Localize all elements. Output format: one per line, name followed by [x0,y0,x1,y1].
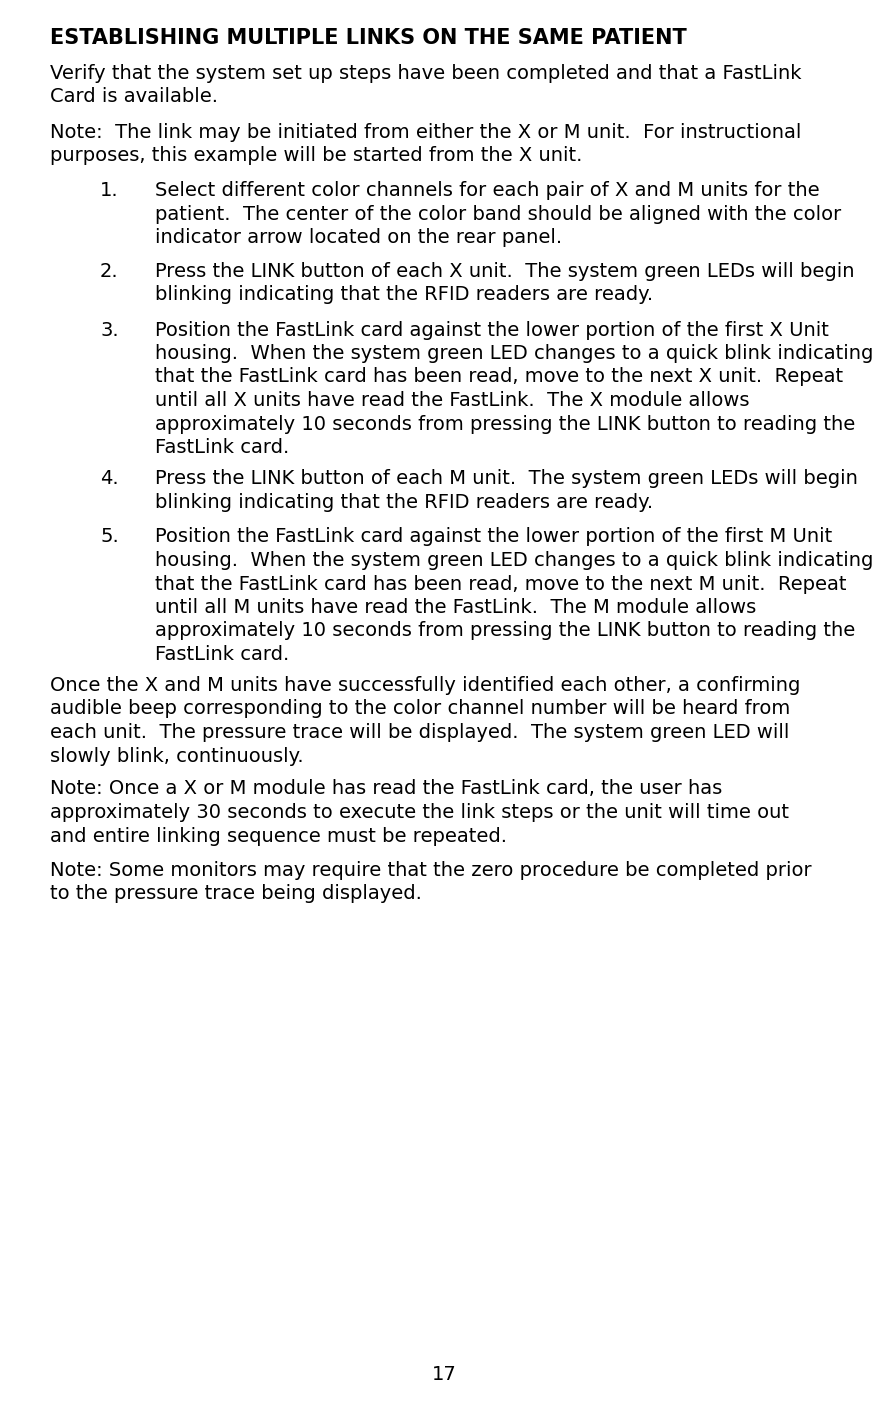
Text: 3.: 3. [100,321,118,339]
Text: 4.: 4. [100,469,118,488]
Text: Press the LINK button of each M unit.  The system green LEDs will begin
blinking: Press the LINK button of each M unit. Th… [155,469,858,512]
Text: Note: Some monitors may require that the zero procedure be completed prior
to th: Note: Some monitors may require that the… [50,861,812,904]
Text: Select different color channels for each pair of X and M units for the
patient. : Select different color channels for each… [155,181,841,247]
Text: 17: 17 [432,1365,457,1384]
Text: ESTABLISHING MULTIPLE LINKS ON THE SAME PATIENT: ESTABLISHING MULTIPLE LINKS ON THE SAME … [50,28,686,48]
Text: 2.: 2. [100,262,118,281]
Text: Position the FastLink card against the lower portion of the first X Unit
housing: Position the FastLink card against the l… [155,321,873,457]
Text: Press the LINK button of each X unit.  The system green LEDs will begin
blinking: Press the LINK button of each X unit. Th… [155,262,854,304]
Text: Once the X and M units have successfully identified each other, a confirming
aud: Once the X and M units have successfully… [50,676,800,765]
Text: Note: Once a X or M module has read the FastLink card, the user has
approximatel: Note: Once a X or M module has read the … [50,779,789,846]
Text: Verify that the system set up steps have been completed and that a FastLink
Card: Verify that the system set up steps have… [50,64,802,106]
Text: Note:  The link may be initiated from either the X or M unit.  For instructional: Note: The link may be initiated from eit… [50,123,801,165]
Text: Position the FastLink card against the lower portion of the first M Unit
housing: Position the FastLink card against the l… [155,527,873,665]
Text: 5.: 5. [100,527,119,546]
Text: 1.: 1. [100,181,118,199]
